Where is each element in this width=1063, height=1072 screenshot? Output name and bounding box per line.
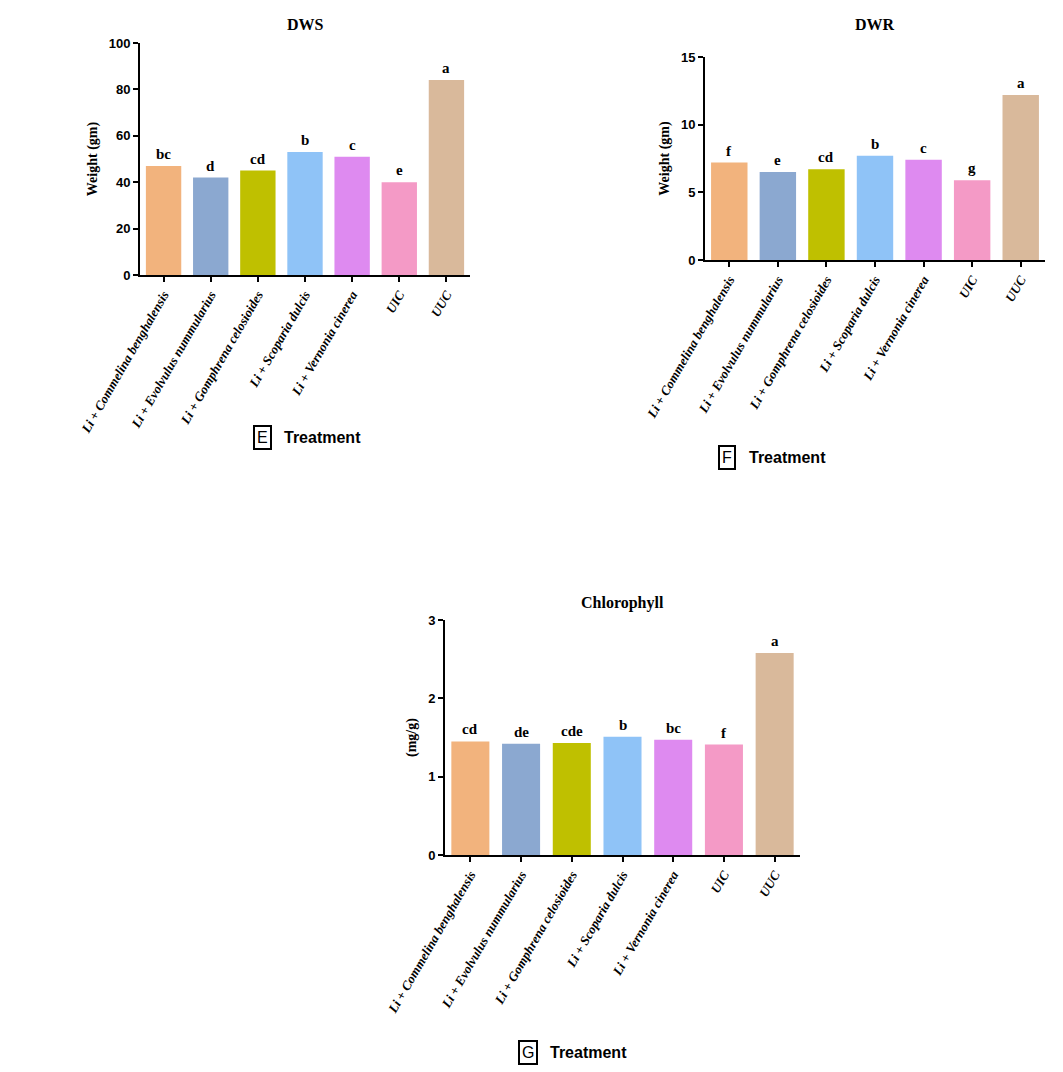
svg-text:c: c [920,140,927,156]
svg-text:Li + Commelina benghalensis: Li + Commelina benghalensis [385,868,479,1016]
svg-text:cd: cd [818,149,834,165]
svg-text:c: c [349,137,356,153]
svg-text:DWS: DWS [287,16,324,33]
svg-text:b: b [301,132,309,148]
svg-text:60: 60 [116,128,130,143]
svg-text:cd: cd [250,151,266,167]
svg-text:Treatment: Treatment [749,449,826,466]
svg-text:UUC: UUC [756,868,783,900]
svg-text:0: 0 [123,268,130,283]
svg-text:100: 100 [109,36,131,51]
svg-text:bc: bc [156,146,171,162]
svg-text:Treatment: Treatment [284,429,361,446]
svg-text:Li + Evolvulus nummularius: Li + Evolvulus nummularius [128,288,219,431]
svg-text:g: g [968,160,976,176]
svg-text:Li + Vernonia cinerea: Li + Vernonia cinerea [609,868,682,979]
svg-text:Li + Gomphrena celosioides: Li + Gomphrena celosioides [491,868,580,1007]
svg-text:a: a [771,633,779,649]
svg-text:2: 2 [428,691,435,706]
svg-text:a: a [442,60,450,76]
svg-text:Li + Vernonia cinerea: Li + Vernonia cinerea [288,288,361,399]
svg-text:Weight (gm): Weight (gm) [85,122,101,197]
svg-text:d: d [206,158,215,174]
svg-text:b: b [871,136,879,152]
svg-text:bc: bc [666,720,681,736]
svg-text:F: F [722,449,732,466]
svg-text:de: de [514,724,529,740]
svg-text:(mg/g): (mg/g) [404,718,420,757]
svg-text:Li + Evolvulus nummularius: Li + Evolvulus nummularius [438,868,529,1011]
svg-text:Chlorophyll: Chlorophyll [581,594,664,612]
svg-text:cde: cde [561,723,583,739]
svg-text:f: f [726,143,732,159]
svg-text:Li + Scoparia dulcis: Li + Scoparia dulcis [563,868,631,970]
svg-text:UUC: UUC [428,288,455,320]
svg-text:Li + Commelina benghalensis: Li + Commelina benghalensis [78,288,172,436]
svg-text:cd: cd [462,721,478,737]
svg-text:Li + Vernonia cinerea: Li + Vernonia cinerea [860,273,933,384]
svg-text:DWR: DWR [855,16,895,33]
svg-text:Weight (gm): Weight (gm) [657,121,673,196]
svg-text:UIC: UIC [956,273,981,301]
svg-text:20: 20 [116,221,130,236]
svg-text:3: 3 [428,613,435,628]
svg-text:e: e [396,162,403,178]
svg-text:e: e [774,152,781,168]
svg-text:E: E [257,429,268,446]
svg-text:UIC: UIC [383,288,408,316]
svg-text:15: 15 [681,50,695,65]
svg-text:Li + Gomphrena celosioides: Li + Gomphrena celosioides [746,273,835,412]
svg-text:80: 80 [116,82,130,97]
svg-text:1: 1 [428,769,435,784]
svg-text:UIC: UIC [708,868,733,896]
svg-text:UUC: UUC [1002,273,1029,305]
svg-text:Li + Scoparia dulcis: Li + Scoparia dulcis [246,288,314,390]
svg-text:f: f [721,725,727,741]
svg-text:0: 0 [688,253,695,268]
svg-text:10: 10 [681,117,695,132]
svg-text:b: b [619,717,627,733]
svg-text:Li + Evolvulus nummularius: Li + Evolvulus nummularius [695,273,786,416]
svg-text:Li + Gomphrena celosioides: Li + Gomphrena celosioides [177,288,266,427]
svg-text:40: 40 [116,175,130,190]
svg-text:G: G [522,1044,534,1061]
svg-text:5: 5 [688,185,695,200]
svg-text:Li + Scoparia dulcis: Li + Scoparia dulcis [816,273,884,375]
svg-text:Treatment: Treatment [550,1044,627,1061]
svg-text:Li + Commelina benghalensis: Li + Commelina benghalensis [644,273,738,421]
svg-text:a: a [1017,75,1025,91]
svg-text:0: 0 [428,848,435,863]
